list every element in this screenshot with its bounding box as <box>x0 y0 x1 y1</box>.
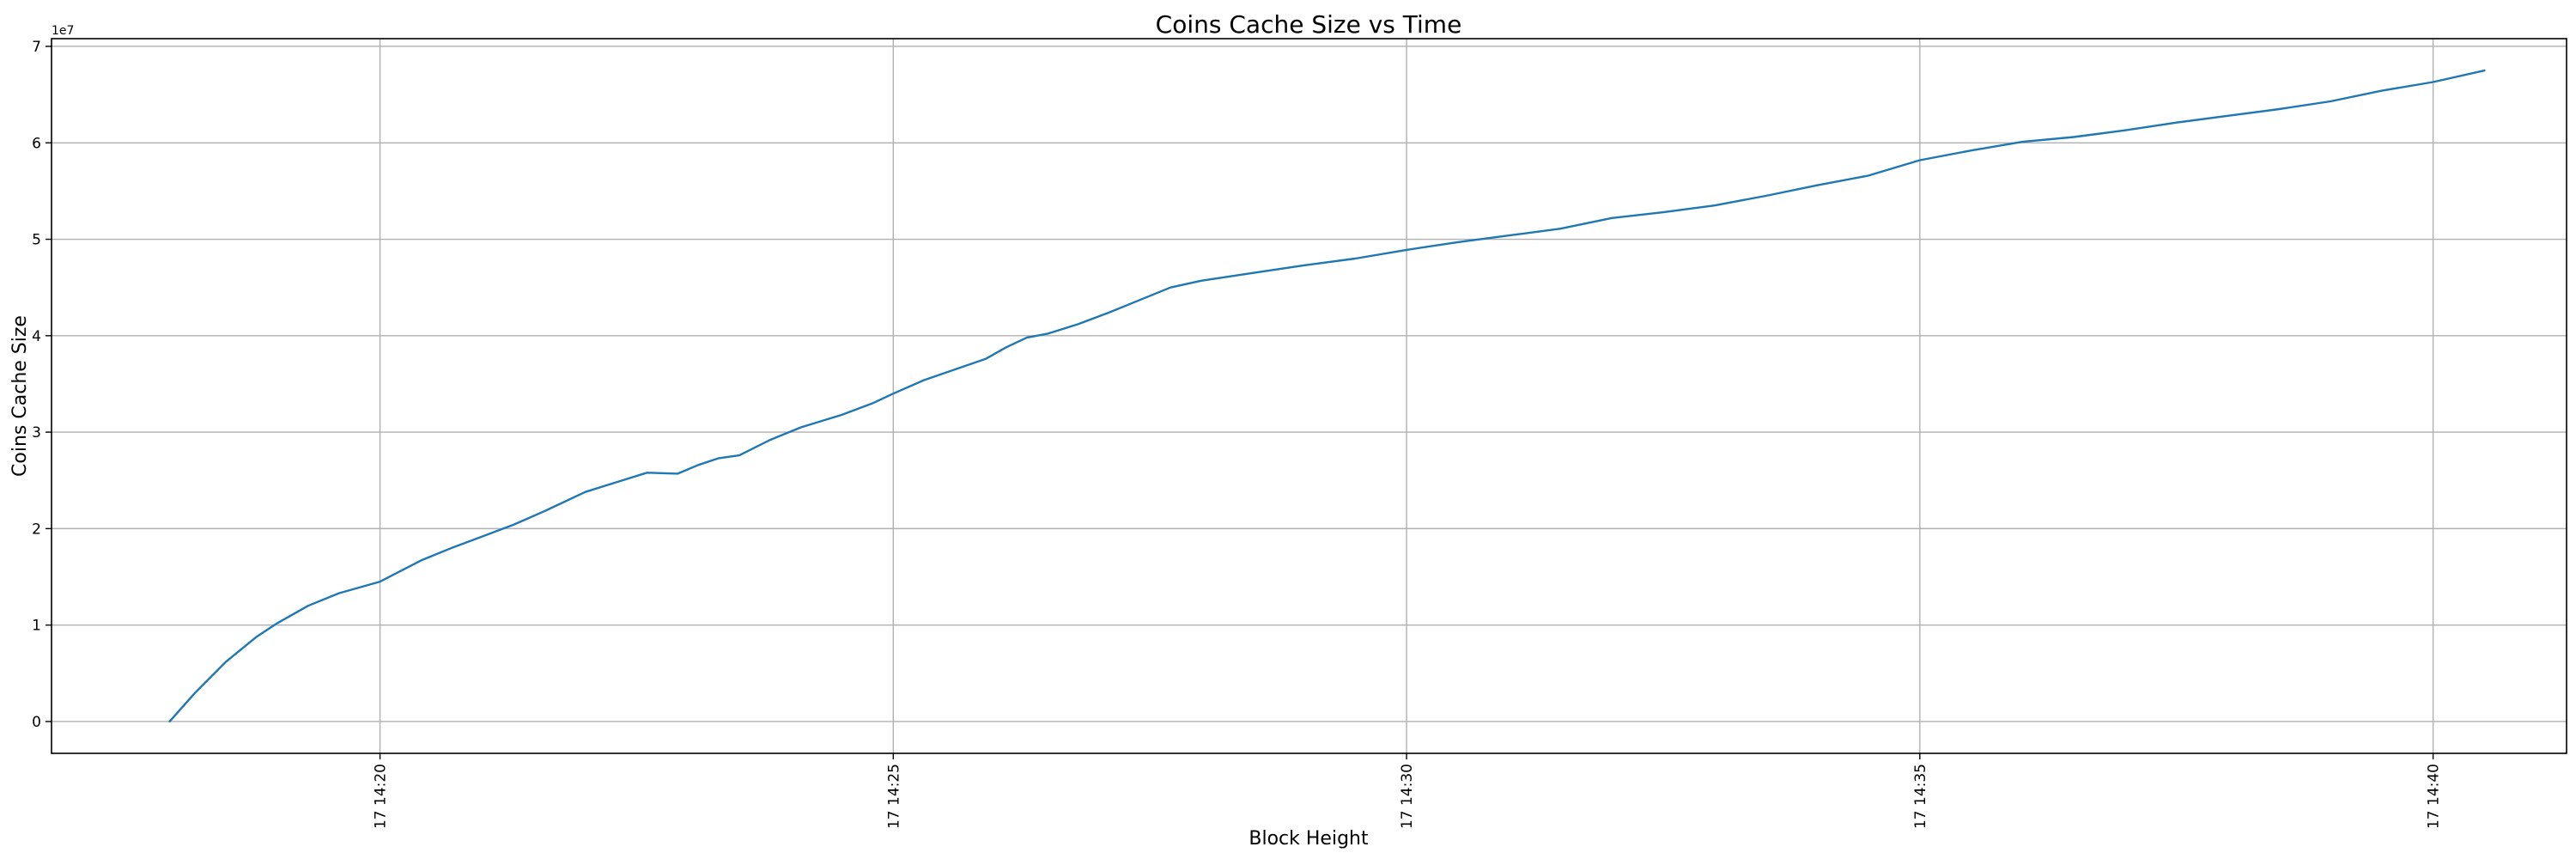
x-tick-label: 17 14:30 <box>1399 764 1416 829</box>
x-tick-label: 17 14:25 <box>885 764 902 829</box>
y-axis-offset-label: 1e7 <box>52 24 74 38</box>
series-layer <box>168 69 2486 723</box>
axis-ticks: 17 14:20 17 14:25 17 14:30 17 14:35 17 14:40… <box>32 39 2442 829</box>
chart-title: Coins Cache Size vs Time <box>1156 10 1462 39</box>
series-line <box>168 69 2486 723</box>
y-tick-label: 7 <box>32 39 41 56</box>
y-tick-label: 1 <box>32 618 41 635</box>
y-tick-label: 2 <box>32 521 41 538</box>
y-tick-label: 3 <box>32 424 41 442</box>
plot-frame <box>51 38 2567 754</box>
y-tick-label: 4 <box>32 328 41 345</box>
y-tick-label: 6 <box>32 135 41 152</box>
y-axis-label: Coins Cache Size <box>9 315 31 477</box>
x-tick-label: 17 14:35 <box>1912 764 1929 829</box>
x-tick-label: 17 14:20 <box>373 764 390 829</box>
x-tick-label: 17 14:40 <box>2426 764 2443 829</box>
y-tick-label: 0 <box>32 714 41 731</box>
grid-lines <box>52 39 2567 753</box>
x-axis-label: Block Height <box>1249 828 1369 850</box>
y-tick-label: 5 <box>32 232 41 249</box>
